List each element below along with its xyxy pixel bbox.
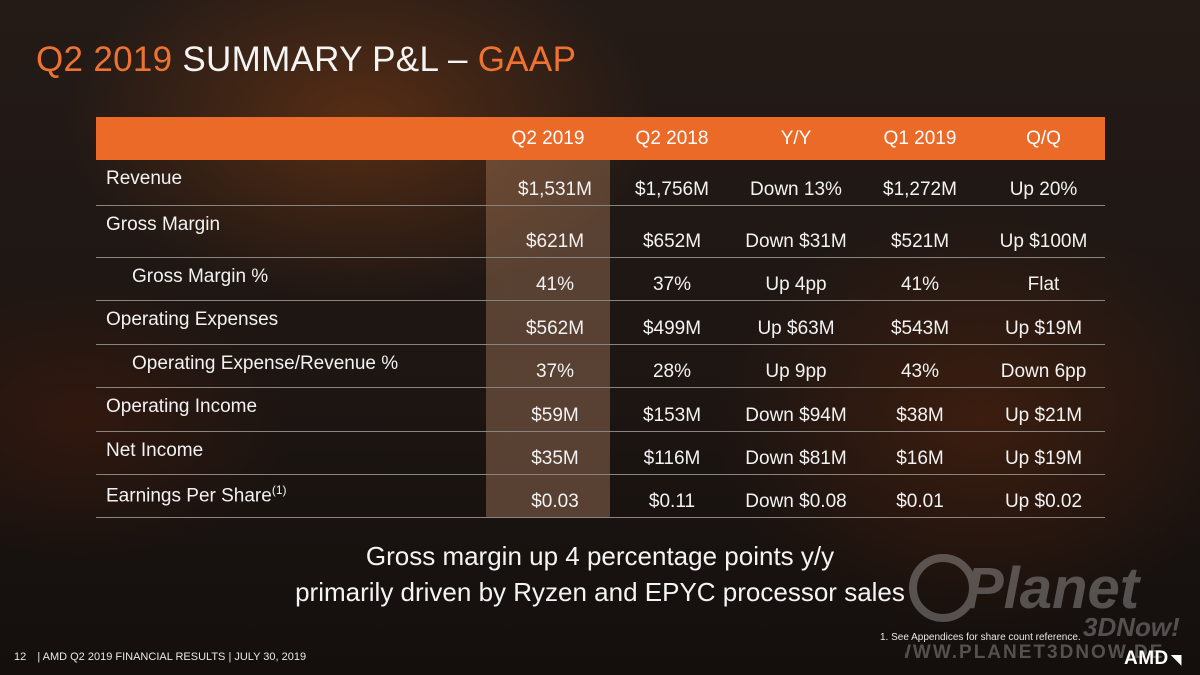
- table-cell: Down 6pp: [1000, 360, 1087, 382]
- footer: 12 | AMD Q2 2019 FINANCIAL RESULTS | JUL…: [14, 651, 306, 663]
- table-cell: Up 20%: [1009, 178, 1078, 200]
- column-header: [96, 117, 486, 160]
- page-title: Q2 2019 SUMMARY P&L – GAAP: [36, 40, 576, 80]
- table-cell: Flat: [1027, 273, 1060, 295]
- table-cell: $652M: [642, 230, 702, 252]
- table-cell: Down 13%: [750, 178, 842, 200]
- table-cell: $0.03: [531, 490, 579, 512]
- footnote: 1. See Appendices for share count refere…: [880, 632, 1081, 643]
- planet-globe-icon: [909, 554, 977, 622]
- amd-logo: AMD ◥: [1124, 648, 1182, 670]
- table-cell: Up $21M: [1004, 404, 1083, 426]
- table-row: Operating Expenses $562M $499M Up $63M $…: [96, 300, 1105, 344]
- summary-pl-table: Q2 2019 Q2 2018 Y/Y Q1 2019 Q/Q Revenue …: [96, 117, 1105, 518]
- row-label: Net Income: [106, 439, 204, 461]
- table-cell: Up $63M: [757, 317, 835, 339]
- table-cell: $543M: [890, 317, 950, 339]
- table-cell: $35M: [531, 447, 579, 469]
- table-cell: $1,531M: [518, 178, 592, 200]
- table-row: Gross Margin % 41% 37% Up 4pp 41% Flat: [96, 257, 1105, 300]
- table-cell: $1,756M: [635, 178, 709, 200]
- table-row: Operating Income $59M $153M Down $94M $3…: [96, 387, 1105, 431]
- table-cell: Up $100M: [999, 230, 1088, 252]
- table-cell: Up $19M: [1004, 447, 1083, 469]
- table-cell: Down $31M: [745, 230, 847, 252]
- column-header: Y/Y: [780, 127, 812, 149]
- caption-line-2: primarily driven by Ryzen and EPYC proce…: [295, 577, 905, 607]
- table-cell: $59M: [531, 404, 579, 426]
- table-cell: $38M: [896, 404, 944, 426]
- title-quarter: Q2 2019: [36, 40, 173, 79]
- column-header: Q2 2019: [511, 127, 585, 149]
- table-row: Gross Margin $621M $652M Down $31M $521M…: [96, 205, 1105, 257]
- table-cell: Up 9pp: [765, 360, 827, 382]
- caption-line-1: Gross margin up 4 percentage points y/y: [365, 541, 835, 571]
- column-header: Q/Q: [1026, 127, 1061, 149]
- row-label: Revenue: [106, 168, 183, 189]
- table-cell: $499M: [642, 317, 702, 339]
- row-label: Operating Expenses: [106, 308, 279, 330]
- title-main: SUMMARY P&L –: [182, 40, 468, 79]
- table-cell: $153M: [642, 404, 702, 426]
- table-cell: $16M: [896, 447, 944, 469]
- table-cell: Down $81M: [745, 447, 847, 469]
- table-row: Net Income $35M $116M Down $81M $16M Up …: [96, 431, 1105, 474]
- title-gaap: GAAP: [477, 40, 577, 79]
- column-header: Q2 2018: [635, 127, 709, 149]
- table-cell: Up 4pp: [765, 273, 827, 295]
- row-label: Earnings Per Share(1): [96, 474, 486, 517]
- table-cell: Up $19M: [1004, 317, 1083, 339]
- table-row: Operating Expense/Revenue % 37% 28% Up 9…: [96, 344, 1105, 387]
- row-label: Gross Margin %: [132, 265, 269, 287]
- amd-arrow-icon: ◥: [1170, 650, 1183, 667]
- table-cell: 41%: [900, 273, 940, 295]
- page-number: 12: [14, 651, 27, 663]
- table-row: Revenue $1,531M $1,756M Down 13% $1,272M…: [96, 160, 1105, 205]
- table-header-row: Q2 2019 Q2 2018 Y/Y Q1 2019 Q/Q: [96, 117, 1105, 160]
- row-label: Operating Expense/Revenue %: [132, 352, 399, 374]
- watermark-url: WWW.PLANET3DNOW.DE: [905, 642, 1164, 660]
- table-cell: $116M: [643, 447, 701, 469]
- footnote-marker: (1): [271, 482, 287, 497]
- watermark-word: Planet: [965, 556, 1142, 621]
- table-cell: Up $0.02: [1004, 490, 1083, 512]
- watermark-tagline: 3DNow!: [1083, 612, 1180, 642]
- amd-logo-text: AMD: [1124, 648, 1169, 669]
- table-cell: $621M: [525, 230, 585, 252]
- table-cell: $521M: [890, 230, 950, 252]
- row-label-text: Earnings Per Share: [106, 484, 272, 506]
- table-cell: $0.11: [648, 490, 696, 512]
- current-quarter-highlight: [486, 117, 610, 517]
- table-row: Earnings Per Share(1) $0.03 $0.11 Down $…: [96, 474, 1105, 517]
- row-label: Gross Margin: [106, 213, 221, 235]
- table-cell: $0.01: [896, 490, 944, 512]
- table-cell: $1,272M: [883, 178, 957, 200]
- planet3dnow-watermark: Planet 3DNow! WWW.PLANET3DNOW.DE: [905, 554, 1180, 660]
- table-cell: 41%: [535, 273, 575, 295]
- table-cell: Down $94M: [745, 404, 847, 426]
- column-header: Q1 2019: [883, 127, 957, 149]
- table-cell: 37%: [535, 360, 575, 382]
- table-cell: 37%: [652, 273, 692, 295]
- table-cell: 43%: [900, 360, 940, 382]
- table-cell: 28%: [652, 360, 692, 382]
- table-cell: $562M: [525, 317, 585, 339]
- table-cell: Down $0.08: [745, 490, 847, 512]
- row-label: Operating Income: [106, 395, 258, 417]
- footer-text: | AMD Q2 2019 FINANCIAL RESULTS | JULY 3…: [37, 651, 307, 663]
